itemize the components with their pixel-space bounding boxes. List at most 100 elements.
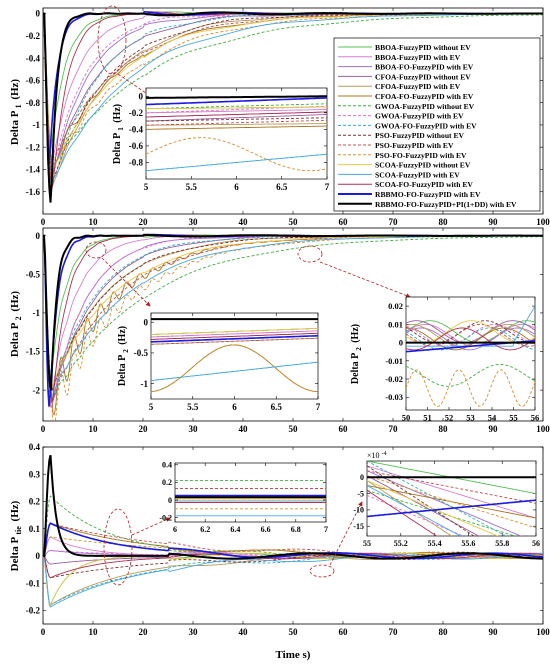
x-tick-label: 56 (532, 539, 540, 548)
y-tick-label: -0.2 (129, 108, 144, 118)
x-tick-label: 6 (234, 182, 239, 192)
x-tick-label: 40 (239, 424, 249, 434)
series-line-7 (367, 489, 517, 536)
panel-2-callout-arrow-right (319, 261, 411, 298)
x-tick-label: 7 (325, 182, 330, 192)
inset-2b-ylabel-main: Delta P (350, 353, 361, 384)
series-line-5 (146, 123, 327, 126)
x-tick-label: 6.5 (271, 402, 283, 412)
x-tick-label: 55.8 (495, 539, 509, 548)
y-tick-label: 0.3 (29, 469, 41, 479)
series-line-7 (146, 103, 327, 110)
series-line-16 (146, 97, 327, 106)
panel-3-callout-arrow-right (329, 501, 363, 566)
x-tick-label: 6.8 (291, 525, 301, 534)
x-tick-label: 10 (89, 627, 99, 637)
x-tick-label: 0 (41, 424, 46, 434)
x-tick-label: 55.4 (428, 539, 442, 548)
y-tick-label: -0.02 (385, 374, 403, 384)
panel-3-ylabel-unit: (Hz) (9, 500, 21, 521)
x-tick-label: 10 (89, 217, 99, 227)
legend-entry: PSO-FuzzyPID without EV (375, 131, 465, 140)
panel-3-ylabel-main: Delta P (9, 537, 21, 572)
series-line-15 (146, 111, 327, 118)
y-tick-label: 0 (360, 473, 364, 482)
x-tick-label: 70 (389, 424, 399, 434)
x-tick-label: 6.6 (261, 525, 271, 534)
series-line-10 (43, 235, 543, 396)
y-tick-label: -1 (33, 120, 41, 130)
series-line-2 (367, 465, 536, 519)
inset-2b-ylabel-unit: (Hz) (350, 324, 361, 343)
series-line-14 (367, 485, 462, 536)
series-line-10 (406, 320, 535, 344)
y-tick-label: -1.2 (26, 142, 41, 152)
series-line-12 (151, 344, 318, 393)
y-tick-label: -15 (353, 522, 364, 531)
legend-entry: BBOA-FO-FuzzyPID with EV (375, 63, 474, 72)
x-tick-label: 50 (289, 424, 299, 434)
panel-2-ylabel: Delta P 2 (Hz) (9, 291, 24, 358)
legend-entry: RBBMO-FO-FuzzyPID+PI(1+DD) with EV (375, 200, 517, 209)
series-line-12 (146, 137, 327, 172)
x-tick-label: 30 (189, 217, 199, 227)
x-tick-label: 5.5 (186, 182, 198, 192)
series-line-10 (43, 13, 543, 191)
panel-2-ylabel-unit: (Hz) (9, 291, 21, 312)
y-tick-label: 0 (36, 9, 41, 19)
x-tick-label: 80 (439, 627, 449, 637)
x-tick-label: 55 (509, 413, 518, 423)
panel-2-callout-ellipse-right (297, 245, 323, 263)
series-line-16 (43, 522, 543, 560)
series-line-15 (151, 332, 318, 340)
inset-3b-exponent: ×10 -4 (367, 451, 387, 460)
series-line-7 (406, 363, 535, 387)
inset-2a-ylabel-main: Delta P (117, 355, 128, 386)
x-tick-label: 0 (41, 217, 46, 227)
x-tick-label: 60 (339, 627, 349, 637)
panel-3-inset-left-frame (174, 462, 327, 523)
x-tick-label: 60 (339, 424, 349, 434)
x-tick-label: 50 (289, 627, 299, 637)
panel-1: 0 10 20 30 40 50 60 70 80 90 1000-0.2-0.4-0.6-0.8-… (9, 5, 550, 227)
panel-3-xlabel: Time s) (276, 649, 311, 661)
y-tick-label: 0.2 (162, 478, 172, 487)
x-tick-label: 54 (488, 413, 497, 423)
panel-2-inset-left-frame (150, 312, 319, 400)
legend-entry: PSO-FuzzyPID with EV (375, 141, 454, 150)
panel-3-inset-right: 55 55.2 55.4 55.6 55.8 56 0 -5 -10 -15 ×10 -4 (353, 451, 540, 548)
x-tick-label: 55 (363, 539, 371, 548)
y-tick-label: -0.01 (385, 356, 403, 366)
x-tick-label: 80 (439, 424, 449, 434)
x-tick-label: 10 (89, 424, 99, 434)
x-tick-label: 56 (531, 413, 540, 423)
panel-1-ylabel-sub: 1 (14, 104, 23, 108)
series-line-10 (367, 465, 475, 536)
series-line-11 (151, 337, 318, 345)
legend-entry: CFOA-FuzzyPID without EV (375, 72, 471, 81)
x-tick-label: 0 (41, 627, 46, 637)
series-line-7 (43, 235, 543, 401)
panel-1-ylabel: Delta P 1 (Hz) (9, 79, 24, 146)
panel-2-inset-left: 5 5.5 6 6.5 7 0 -0.5 -1 Delta P 2 (Hz) (117, 312, 321, 412)
y-tick-label: -1 (141, 379, 149, 389)
series-line-6 (367, 485, 536, 519)
legend-entry: SCOA-FO-FuzzyPID with EV (375, 180, 473, 189)
x-tick-label: 20 (139, 424, 149, 434)
x-tick-label: 90 (489, 627, 499, 637)
panel-3-callout-ellipse-right (309, 564, 335, 578)
x-tick-label: 100 (536, 627, 550, 637)
x-tick-label: 50 (402, 413, 411, 423)
y-tick-label: -0.2 (26, 31, 41, 41)
legend-entry: SCOA-FuzzyPID without EV (375, 161, 471, 170)
series-line-6 (406, 327, 535, 351)
y-tick-label: 0 (36, 231, 41, 241)
legend-entry: RBBMO-FO-FuzzyPID with EV (375, 190, 481, 199)
y-tick-label: -0.8 (129, 158, 144, 168)
x-tick-label: 5 (144, 182, 149, 192)
y-tick-label: 0.01 (388, 319, 403, 329)
x-tick-label: 100 (536, 424, 550, 434)
y-tick-label: -1.5 (26, 347, 41, 357)
inset-2b-ylabel: Delta P 2 (Hz) (350, 324, 364, 384)
series-line-11 (43, 522, 543, 559)
